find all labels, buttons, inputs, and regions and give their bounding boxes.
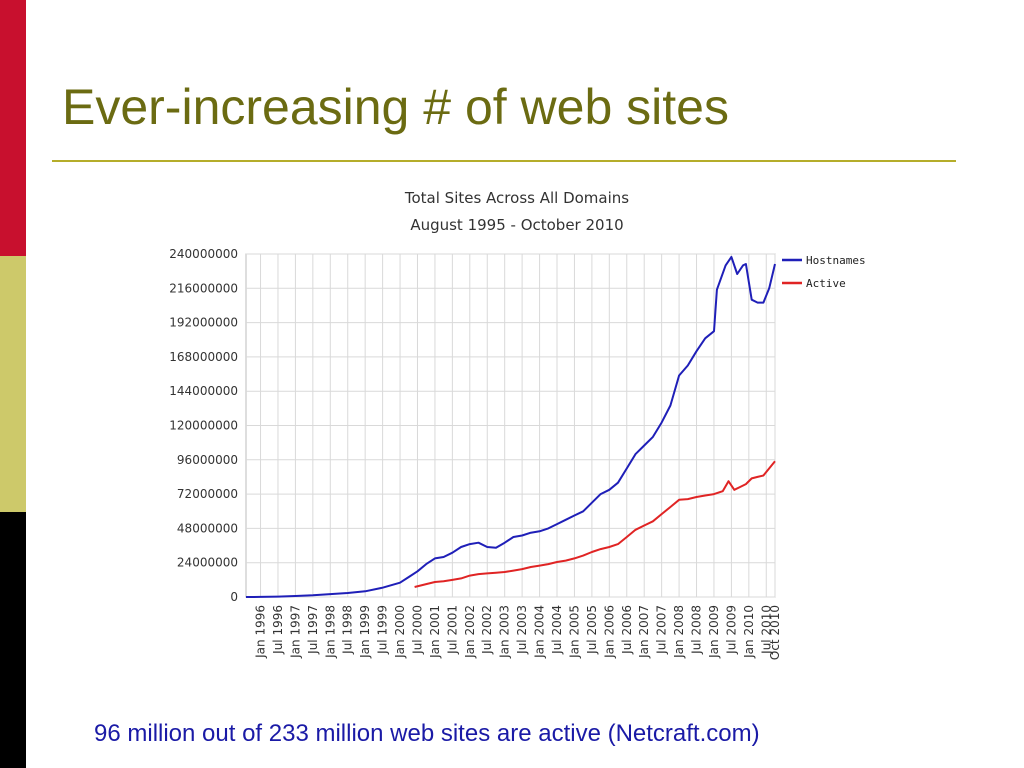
x-tick-label: Jan 2010	[742, 605, 756, 659]
x-tick-label: Jan 2003	[498, 605, 512, 659]
x-tick-label: Jul 1997	[306, 605, 320, 655]
y-axis-ticks: 0 24000000 48000000 72000000 96000000 1200000…	[169, 247, 238, 604]
y-tick-label: 192000000	[169, 316, 238, 330]
x-tick-label: Jan 1999	[358, 605, 372, 659]
y-tick-label: 120000000	[169, 419, 238, 433]
x-tick-label: Jul 2000	[410, 605, 424, 655]
series-line-active	[414, 460, 776, 588]
x-tick-label: Jan 2007	[637, 605, 651, 659]
y-tick-label: 48000000	[177, 521, 238, 535]
chart-series-lines	[245, 255, 776, 598]
legend-label-hostnames: Hostnames	[806, 254, 866, 267]
x-tick-label: Jan 2002	[463, 605, 477, 659]
x-tick-label: Jan 1996	[254, 605, 268, 659]
x-tick-label: Jan 2008	[672, 605, 686, 659]
x-axis-ticks: Jan 1996 Jul 1996 Jan 1997 Jul 1997 Jan 1998…	[254, 605, 782, 660]
series-line-hostnames	[245, 255, 776, 598]
x-tick-label: Jul 2007	[655, 605, 669, 655]
y-tick-label: 24000000	[177, 556, 238, 570]
y-tick-label: 216000000	[169, 281, 238, 295]
x-tick-label: Jul 2003	[515, 605, 529, 655]
chart-legend: Hostnames Active	[782, 254, 866, 290]
x-tick-label: Jan 2006	[602, 605, 616, 659]
x-tick-label: Jul 2001	[445, 605, 459, 655]
side-bar-black-segment	[0, 512, 26, 768]
x-tick-label: Oct 2010	[768, 605, 782, 660]
y-tick-label: 72000000	[177, 487, 238, 501]
x-tick-label: Jul 2009	[724, 605, 738, 655]
x-tick-label: Jul 2005	[585, 605, 599, 655]
x-tick-label: Jan 1997	[288, 605, 302, 659]
y-tick-label: 96000000	[177, 453, 238, 467]
legend-label-active: Active	[806, 277, 846, 290]
chart-grid	[245, 253, 776, 598]
x-tick-label: Jul 2006	[620, 605, 634, 655]
x-tick-label: Jul 1996	[271, 605, 285, 655]
x-tick-label: Jul 1999	[376, 605, 390, 655]
y-tick-label: 168000000	[169, 350, 238, 364]
chart-title: Total Sites Across All Domains	[404, 189, 629, 207]
side-bar-olive-segment	[0, 256, 26, 512]
x-tick-label: Jan 2009	[707, 605, 721, 659]
y-tick-label: 144000000	[169, 384, 238, 398]
x-tick-label: Jul 2004	[550, 605, 564, 655]
line-chart: Total Sites Across All Domains August 19…	[169, 189, 866, 660]
x-tick-label: Jan 2004	[533, 605, 547, 659]
x-tick-label: Jul 1998	[341, 605, 355, 655]
x-tick-label: Jul 2008	[690, 605, 704, 655]
x-tick-label: Jan 2000	[393, 605, 407, 659]
x-tick-label: Jan 2005	[567, 605, 581, 659]
y-tick-label: 240000000	[169, 247, 238, 261]
side-bar-red-segment	[0, 0, 26, 256]
x-tick-label: Jan 2001	[428, 605, 442, 659]
chart-container: Total Sites Across All Domains August 19…	[150, 182, 880, 682]
chart-subtitle: August 1995 - October 2010	[410, 216, 623, 234]
title-divider	[52, 160, 956, 162]
slide-caption: 96 million out of 233 million web sites …	[94, 720, 760, 747]
x-tick-label: Jul 2010	[759, 605, 773, 655]
slide-title: Ever-increasing # of web sites	[62, 79, 729, 135]
y-tick-label: 0	[230, 590, 238, 604]
x-tick-label: Jul 2002	[480, 605, 494, 655]
x-tick-label: Jan 1998	[323, 605, 337, 659]
